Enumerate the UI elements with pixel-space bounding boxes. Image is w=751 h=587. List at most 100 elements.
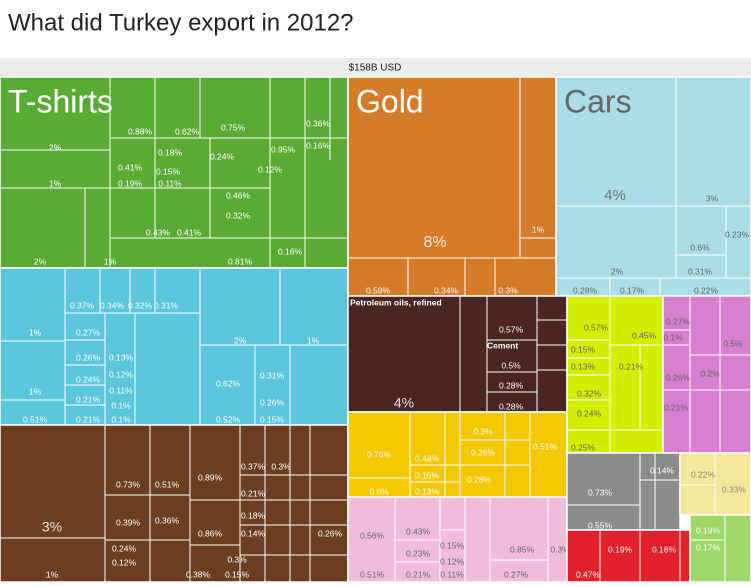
tile-label: 3% [42, 519, 62, 535]
tile-label: 1% [29, 386, 42, 396]
group-name: T-shirts [8, 83, 113, 119]
tile-label: 0.26% [318, 528, 343, 538]
tile-label: 0.86% [198, 528, 223, 538]
tile-label: 0.1% [111, 414, 131, 424]
tile-label: 0.51% [155, 479, 180, 489]
tile-label: 1% [104, 256, 117, 266]
group-name: Cars [564, 83, 632, 119]
tile-label: 0.45% [632, 330, 657, 340]
tile-label: 1% [46, 569, 59, 579]
tile-label: 0.18% [241, 510, 266, 520]
tile-label: 0.41% [118, 162, 143, 172]
tile-label: 4% [604, 187, 626, 204]
tile-label: 0.21% [76, 414, 101, 424]
tile-label: 0.88% [128, 126, 153, 136]
treemap-group [555, 76, 751, 297]
tile-label: 0.22% [691, 469, 716, 479]
treemap-group [662, 295, 751, 454]
tile-label: 0.16% [278, 246, 303, 256]
tile-label: 0.3% [271, 461, 291, 471]
tile-label: 0.12% [440, 556, 465, 566]
tile-label: 0.15% [156, 166, 181, 176]
tile-label: 0.55% [588, 520, 613, 530]
tile-label: 0.31% [260, 370, 285, 380]
tile-label: 2% [34, 256, 47, 266]
tile-label: 1% [49, 178, 62, 188]
tile-label: 0.19% [608, 544, 633, 554]
tile-label: 0.37% [70, 300, 95, 310]
tile-label: 0.76% [367, 449, 392, 459]
tile-label: 0.21% [619, 361, 644, 371]
tile-label: 0.37% [241, 461, 266, 471]
tile-label: 3% [706, 193, 719, 203]
tile-label: 0.57% [584, 322, 609, 332]
tile-label: 0.3% [498, 285, 518, 295]
total-label: $158B USD [349, 63, 402, 74]
treemap-group [566, 452, 681, 531]
tile-label: 0.47% [576, 569, 601, 579]
tile-label: 0.15% [225, 569, 250, 579]
tile-label: 0.34% [100, 300, 125, 310]
tile-label: 0.15% [415, 470, 440, 480]
tile-label: 1% [29, 327, 42, 337]
tile-label: 0.13% [109, 352, 134, 362]
group-name: Gold [356, 83, 424, 119]
tile-label: 0.21% [241, 488, 266, 498]
tile-label: 4% [394, 395, 414, 411]
tile-label: 0.18% [158, 147, 183, 157]
tile-label: 0.38% [186, 569, 211, 579]
tile-label: 0.15% [571, 344, 596, 354]
tile-label: 0.27% [504, 569, 529, 579]
tile-label: 0.2% [700, 368, 720, 378]
tile-label: 2% [234, 335, 247, 345]
tile-label: 0.21% [76, 394, 101, 404]
tile-label: 0.22% [694, 285, 719, 295]
tile-label: 0.52% [216, 414, 241, 424]
tile-label: 0.13% [571, 361, 596, 371]
tile-label: 0.89% [198, 472, 223, 482]
tile-label: 0.15% [440, 540, 465, 550]
tile-label: 0.11% [158, 178, 182, 188]
tile-label: 0.32% [577, 388, 602, 398]
tile-label: 0.34% [434, 285, 459, 295]
tile-label: 0.26% [666, 372, 691, 382]
treemap-group [0, 267, 349, 426]
tile-label: 0.1% [663, 332, 683, 342]
tile-label: 0.28% [499, 401, 524, 411]
tile-label: 0.26% [471, 447, 496, 457]
tile-label: 0.27% [76, 327, 101, 337]
tile-label: 0.12% [112, 557, 137, 567]
tile-label: 0.51% [360, 569, 385, 579]
tile-label: Petroleum oils, refined [350, 297, 442, 307]
treemap-group [347, 76, 557, 297]
tile-label: 0.43% [146, 227, 171, 237]
tile-label: 2% [49, 142, 62, 152]
tile-label: 0.12% [258, 164, 283, 174]
tile-label: 0.3% [473, 426, 493, 436]
tile-label: 0.28% [573, 285, 598, 295]
tile-label: Cement [487, 340, 518, 350]
tile-label: 1% [307, 335, 320, 345]
tile-label: 0.51% [23, 414, 48, 424]
tile-label: 0.24% [112, 543, 137, 553]
tile-label: 0.43% [406, 526, 431, 536]
tile-label: 0.31% [688, 266, 713, 276]
tile-label: 0.14% [241, 528, 266, 538]
tile-label: 0.11% [109, 385, 133, 395]
tile-label: 0.73% [588, 487, 613, 497]
tile-label: 0.26% [76, 352, 101, 362]
tile-label: 0.57% [499, 324, 524, 334]
tile-label: 0.21% [406, 569, 431, 579]
tile-label: 0.26% [260, 397, 285, 407]
tile-label: 0.19% [696, 525, 721, 535]
tile-label: 0.13% [415, 486, 440, 496]
tile-label: 0.23% [406, 548, 431, 558]
tile-label: 0.12% [109, 369, 134, 379]
tile-label: 0.36% [155, 515, 180, 525]
tile-label: 0.32% [128, 300, 153, 310]
tile-label: 1% [532, 224, 545, 234]
tile-label: 0.41% [177, 227, 202, 237]
tile-label: 0.73% [116, 479, 141, 489]
tile-label: 0.46% [226, 190, 251, 200]
